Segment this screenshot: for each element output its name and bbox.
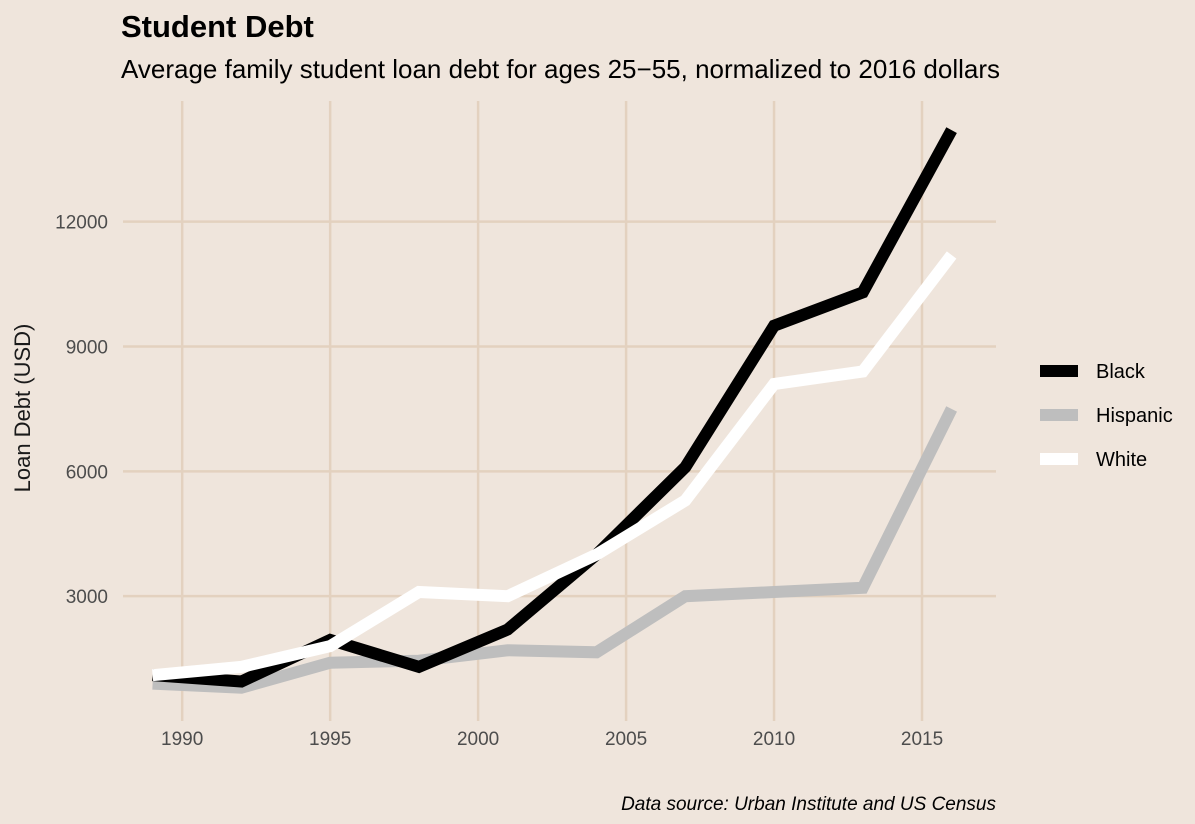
legend-label-white: White: [1096, 449, 1147, 471]
series-line-white: [152, 251, 957, 682]
legend-label-hispanic: Hispanic: [1096, 405, 1173, 427]
y-tick-label: 12000: [55, 213, 108, 234]
axes: 1990 1995 2000 2005 2010 2015 3000 6000 9000 1200…: [55, 213, 943, 750]
y-tick-label: 6000: [66, 462, 108, 483]
x-tick-label: 2010: [753, 729, 795, 750]
series-line-hispanic: [152, 406, 957, 694]
x-tick-label: 1995: [309, 729, 351, 750]
series-lines: [152, 127, 957, 694]
series-line-black: [152, 127, 957, 688]
x-tick-label: 2005: [605, 729, 647, 750]
legend-label-black: Black: [1096, 361, 1146, 383]
x-tick-label: 1990: [161, 729, 203, 750]
chart-subtitle: Average family student loan debt for age…: [121, 54, 1000, 84]
legend: Black Hispanic White: [1040, 361, 1173, 471]
y-axis-title: Loan Debt (USD): [10, 324, 35, 493]
y-tick-label: 3000: [66, 587, 108, 608]
y-tick-label: 9000: [66, 338, 108, 359]
x-tick-label: 2015: [901, 729, 943, 750]
grid: [123, 101, 996, 721]
x-tick-label: 2000: [457, 729, 499, 750]
chart-title: Student Debt: [121, 9, 314, 44]
chart-caption: Data source: Urban Institute and US Cens…: [621, 794, 996, 815]
